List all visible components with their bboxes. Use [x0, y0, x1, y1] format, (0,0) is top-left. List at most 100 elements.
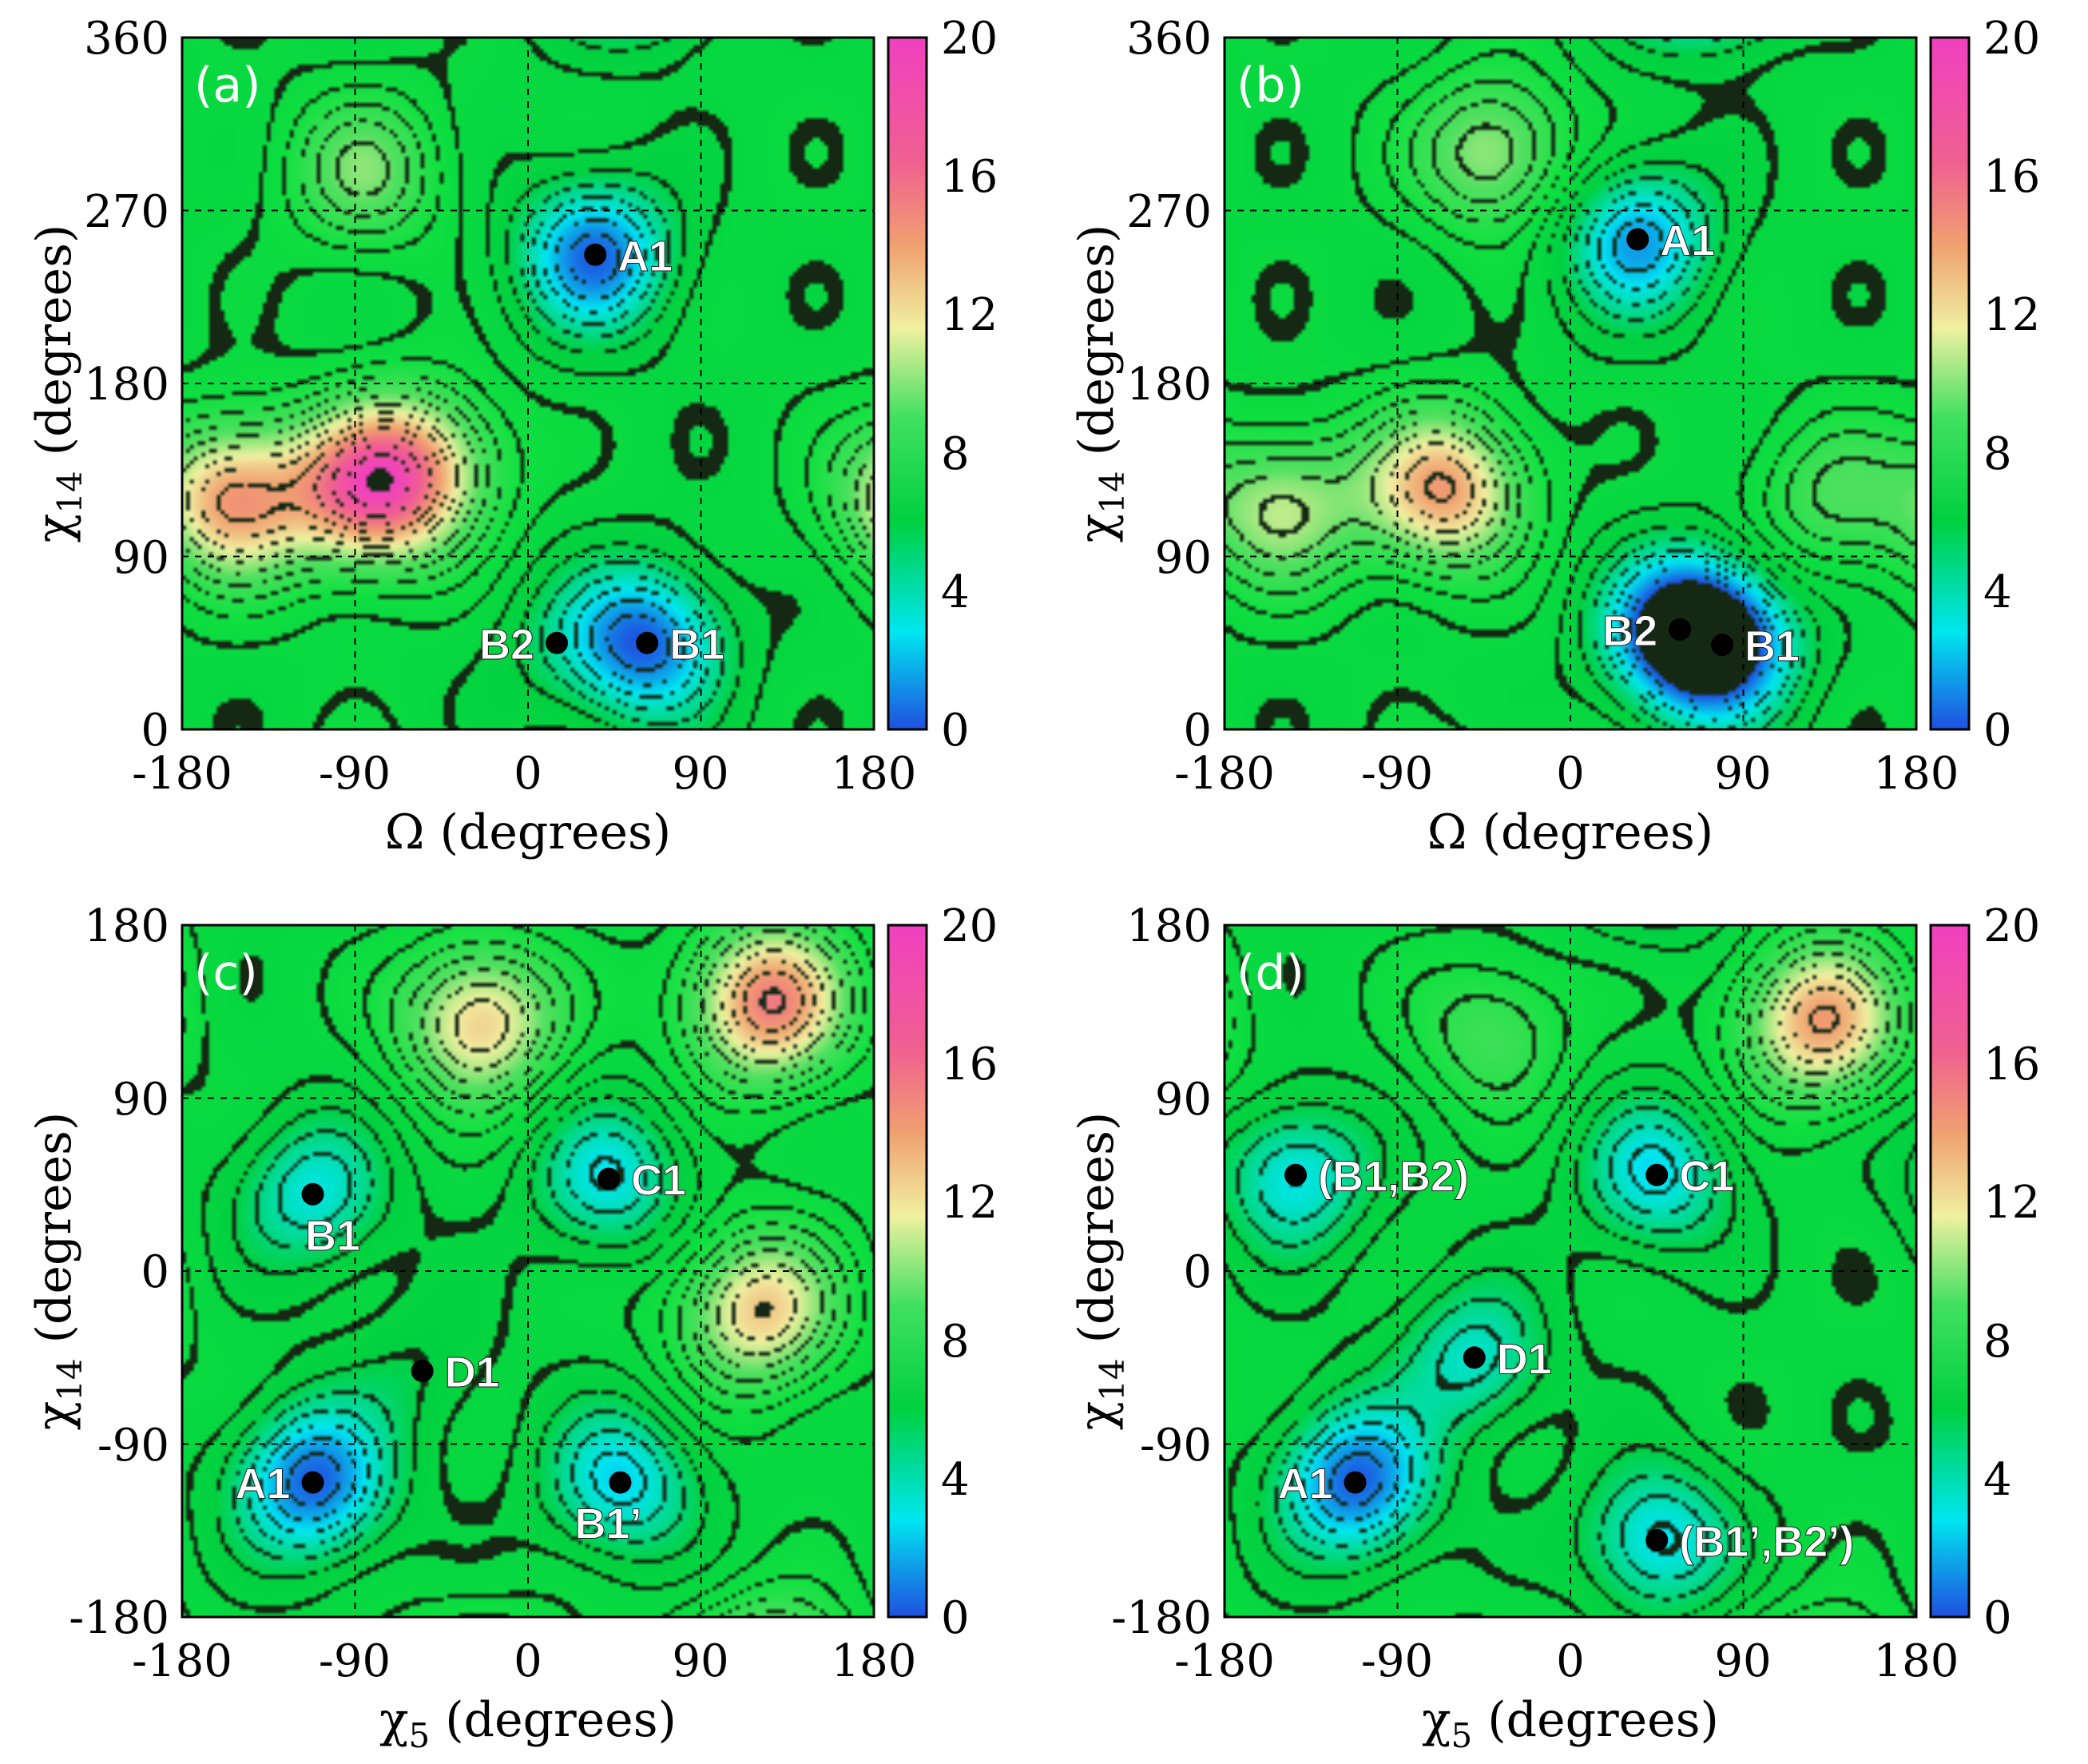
colorbar-tick: 12 [1983, 1177, 2040, 1229]
minimum-marker [1463, 1346, 1486, 1369]
minimum-label: B1 [669, 621, 724, 669]
panel-b-yticks: 0 90 180 270 360 [1126, 13, 1212, 757]
y-tick: 90 [1155, 1074, 1212, 1126]
x-tick: -180 [1174, 748, 1275, 800]
panel-a-grid [182, 38, 874, 729]
panel-c-grid [182, 925, 874, 1617]
y-tick: -90 [97, 1420, 169, 1472]
x-tick: 180 [1874, 1635, 1959, 1687]
colorbar-tick: 4 [941, 1454, 970, 1506]
y-tick: 360 [84, 13, 169, 65]
panel-c-colorbar: 0 4 8 12 16 20 [887, 900, 998, 1644]
minimum-label: C1 [1679, 1153, 1734, 1201]
panel-a: (a) A1 B1 B2 -180 -90 0 90 180 0 90 180 27… [26, 13, 998, 860]
minimum-label: D1 [445, 1349, 500, 1396]
panel-d-markers: A1 (B1,B2) C1 D1 (B1’,B2’) [1277, 1152, 1855, 1566]
panel-b-frame [1223, 36, 1918, 731]
minimum-label: A1 [1278, 1460, 1333, 1508]
colorbar-tick: 20 [1983, 900, 2040, 952]
panel-b-xlabel: Ω (degrees) [1427, 805, 1713, 860]
panel-b: (b) A1 B2 B1 -180 -90 0 90 180 0 90 180 27… [1069, 13, 2040, 860]
colorbar-tick: 20 [941, 13, 998, 65]
x-tick: 0 [1556, 1635, 1585, 1687]
panel-a-frame [181, 36, 875, 731]
y-tick: -90 [1140, 1420, 1212, 1472]
minimum-marker [1344, 1471, 1367, 1494]
x-tick: -90 [319, 748, 391, 800]
x-tick: 0 [514, 1635, 542, 1687]
x-tick: 0 [1556, 748, 1585, 800]
y-tick: -180 [1111, 1592, 1212, 1644]
x-tick: 0 [514, 748, 542, 800]
colorbar-tick: 12 [941, 289, 998, 341]
x-tick: 90 [672, 748, 728, 800]
colorbar-tick: 16 [1983, 151, 2040, 203]
y-tick: 360 [1126, 13, 1212, 65]
panel-c-xticks: -180 -90 0 90 180 [132, 1635, 916, 1687]
minimum-marker [411, 1360, 434, 1383]
minimum-marker [1626, 228, 1649, 251]
colorbar-tick: 12 [1983, 289, 2040, 341]
y-tick: 180 [1126, 900, 1212, 952]
x-tick: 180 [1874, 748, 1959, 800]
colorbar-tick: 0 [941, 1592, 970, 1644]
x-tick: -180 [1174, 1635, 1275, 1687]
x-tick: 90 [1714, 1635, 1771, 1687]
panel-c-xlabel: χ5 (degrees) [379, 1692, 677, 1755]
colorbar-tick: 8 [941, 428, 970, 480]
panel-b-label: (b) [1237, 58, 1304, 113]
colorbar-tick: 16 [941, 1039, 998, 1091]
panel-a-ylabel: χ14 (degrees) [26, 224, 89, 543]
minimum-marker [301, 1182, 324, 1206]
minimum-marker [597, 1167, 621, 1190]
minimum-marker [1711, 634, 1734, 657]
y-tick: 0 [141, 705, 169, 757]
minimum-marker [584, 243, 607, 266]
colorbar-tick: 16 [1983, 1039, 2040, 1091]
minimum-label: B2 [1602, 607, 1657, 655]
panel-d-frame [1223, 924, 1918, 1619]
panel-b-grid [1225, 38, 1916, 729]
panel-d-grid [1225, 925, 1916, 1617]
panel-d-label: (d) [1237, 945, 1304, 1001]
y-tick: 0 [1183, 1246, 1212, 1298]
minimum-marker [1645, 1528, 1669, 1551]
colorbar-tick: 8 [1983, 1316, 2012, 1368]
minimum-label: C1 [631, 1157, 686, 1205]
minimum-marker [1284, 1163, 1308, 1186]
colorbar-tick: 20 [941, 900, 998, 952]
minimum-label: A1 [1660, 217, 1715, 265]
x-tick: 90 [672, 1635, 728, 1687]
minimum-marker [301, 1471, 324, 1494]
minimum-label: B1 [1745, 622, 1800, 670]
minimum-label: B1’ [574, 1500, 641, 1548]
minimum-marker [636, 631, 659, 654]
colorbar-tick: 4 [1983, 1454, 2012, 1506]
y-tick: 90 [113, 1074, 169, 1126]
panel-a-label: (a) [194, 58, 261, 113]
panel-a-xlabel: Ω (degrees) [385, 805, 671, 860]
minimum-label: (B1’,B2’) [1679, 1518, 1854, 1566]
panel-c-frame [181, 924, 875, 1619]
minimum-label: A1 [617, 232, 673, 280]
panel-b-ylabel: χ14 (degrees) [1069, 224, 1132, 543]
y-tick: 90 [113, 532, 169, 584]
y-tick: 270 [84, 186, 169, 238]
panel-d-colorbar: 0 4 8 12 16 20 [1929, 900, 2040, 1644]
panel-a-colorbar: 0 4 8 12 16 20 [887, 13, 998, 757]
colorbar-tick: 0 [941, 705, 970, 757]
y-tick: 180 [1126, 359, 1212, 411]
panel-a-xticks: -180 -90 0 90 180 [132, 748, 916, 800]
panel-c-markers: A1 B1 C1 D1 B1’ [235, 1156, 687, 1548]
y-tick: -180 [69, 1592, 169, 1644]
y-tick: 0 [1183, 705, 1212, 757]
minimum-marker [1645, 1163, 1669, 1186]
minimum-marker [546, 631, 569, 654]
x-tick: -90 [1361, 748, 1433, 800]
panel-c-ylabel: χ14 (degrees) [26, 1112, 89, 1431]
panel-c-label: (c) [194, 945, 258, 1001]
x-tick: -90 [1361, 1635, 1433, 1687]
minimum-marker [1669, 618, 1692, 641]
y-tick: 180 [84, 900, 169, 952]
minimum-label: (B1,B2) [1318, 1153, 1469, 1201]
